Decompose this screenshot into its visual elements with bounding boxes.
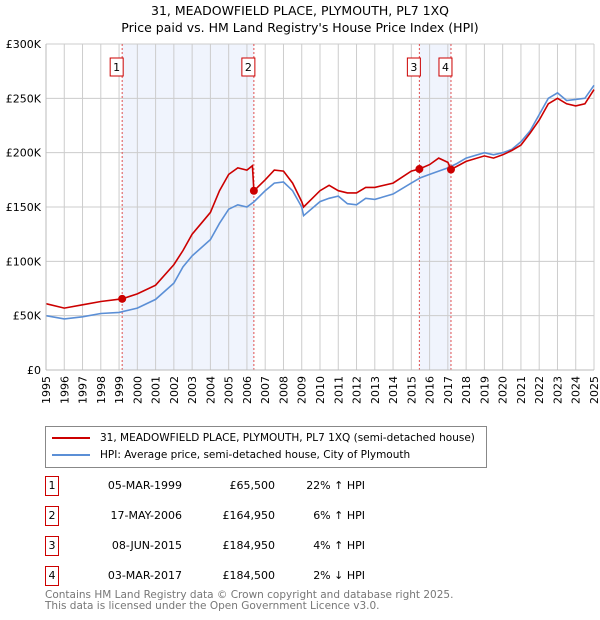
x-tick-label: 2004: [204, 376, 217, 404]
legend-item-hpi: HPI: Average price, semi-detached house,…: [52, 449, 410, 461]
sale-marker-number: 4: [45, 566, 59, 586]
x-tick-label: 2024: [570, 376, 583, 404]
x-tick-label: 2003: [186, 376, 199, 404]
sale-marker-number: 1: [45, 476, 59, 496]
sale-label-box: [241, 57, 256, 77]
sale-label-box: [406, 57, 421, 77]
sale-price: £184,950: [222, 539, 276, 552]
table-row: 1 05-MAR-1999 £65,500 22% ↑ HPI: [45, 476, 445, 496]
x-tick-label: 1998: [95, 376, 108, 404]
sale-point: [446, 165, 455, 174]
sale-date: 17-MAY-2006: [110, 509, 182, 522]
sale-marker-number: 2: [45, 506, 59, 526]
sale-label-box: [438, 57, 453, 77]
sale-label-box: [109, 57, 124, 77]
chart-subtitle: Price paid vs. HM Land Registry's House …: [121, 20, 479, 35]
x-tick-label: 2019: [478, 376, 491, 404]
sale-price: £65,500: [229, 479, 276, 492]
sale-label: 3: [410, 61, 417, 74]
y-tick-label: £50K: [13, 310, 42, 323]
sale-date: 03-MAR-2017: [107, 569, 182, 582]
table-row: 2 17-MAY-2006 £164,950 6% ↑ HPI: [45, 506, 445, 526]
footer: Contains HM Land Registry data © Crown c…: [45, 590, 453, 612]
x-tick-label: 2023: [551, 376, 564, 404]
x-tick-label: 2017: [442, 376, 455, 404]
sale-label: 2: [245, 61, 252, 74]
x-tick-label: 2001: [150, 376, 163, 404]
legend-item-property: 31, MEADOWFIELD PLACE, PLYMOUTH, PL7 1XQ…: [52, 432, 475, 444]
sale-hpi-diff: 4% ↑ HPI: [313, 539, 365, 552]
sale-date: 05-MAR-1999: [107, 479, 182, 492]
x-tick-label: 2018: [460, 376, 473, 404]
x-tick-label: 2014: [387, 376, 400, 404]
y-tick-label: £150K: [6, 201, 42, 214]
sale-price: £164,950: [222, 509, 276, 522]
sale-hpi-diff: 2% ↓ HPI: [313, 569, 365, 582]
x-tick-label: 2022: [533, 376, 546, 404]
hpi-series-line: [45, 84, 595, 320]
y-tick-label: £300K: [6, 38, 42, 51]
sale-hpi-diff: 22% ↑ HPI: [306, 479, 365, 492]
sale-date: 08-JUN-2015: [111, 539, 182, 552]
property-series-line: [45, 89, 595, 309]
x-tick-label: 2000: [131, 376, 144, 404]
x-tick-label: 1997: [77, 376, 90, 404]
sale-hpi-diff: 6% ↑ HPI: [313, 509, 365, 522]
y-tick-label: £100K: [6, 255, 42, 268]
legend-label: HPI: Average price, semi-detached house,…: [100, 449, 411, 461]
x-tick-label: 1999: [113, 376, 126, 404]
legend-label: 31, MEADOWFIELD PLACE, PLYMOUTH, PL7 1XQ…: [100, 432, 475, 444]
x-tick-label: 2009: [296, 376, 309, 404]
y-tick-label: £250K: [6, 92, 42, 105]
sale-label: 1: [113, 61, 120, 74]
x-tick-label: 2013: [369, 376, 382, 404]
y-tick-label: £200K: [6, 147, 42, 160]
price-chart: 1995 1996 1997 1998 1999 2000 2001 2002 2003 2004…: [6, 38, 600, 404]
x-tick-label: 2012: [351, 376, 364, 404]
x-tick-label: 2021: [515, 376, 528, 404]
sale-point: [415, 165, 424, 174]
chart-title: 31, MEADOWFIELD PLACE, PLYMOUTH, PL7 1XQ: [151, 3, 449, 18]
table-row: 4 03-MAR-2017 £184,500 2% ↓ HPI: [45, 566, 445, 586]
x-tick-label: 1996: [58, 376, 71, 404]
x-tick-label: 1995: [40, 376, 53, 404]
x-tick-label: 2025: [588, 376, 600, 404]
sale-point: [249, 186, 258, 195]
footer-licence: This data is licensed under the Open Gov…: [45, 600, 380, 612]
x-tick-label: 2010: [314, 376, 327, 404]
x-tick-label: 2011: [332, 376, 345, 404]
footer-copyright: Contains HM Land Registry data © Crown c…: [45, 589, 454, 601]
legend-swatch-blue: [52, 454, 90, 456]
x-tick-label: 2002: [168, 376, 181, 404]
x-tick-label: 2015: [405, 376, 418, 404]
x-tick-label: 2016: [424, 376, 437, 404]
y-tick-label: £0: [27, 364, 41, 377]
sale-point: [118, 294, 127, 303]
sale-marker-number: 3: [45, 536, 59, 556]
x-tick-label: 2020: [497, 376, 510, 404]
x-tick-label: 2005: [223, 376, 236, 404]
sale-label: 4: [442, 61, 449, 74]
legend: 31, MEADOWFIELD PLACE, PLYMOUTH, PL7 1XQ…: [45, 426, 487, 468]
sale-price: £184,500: [222, 569, 276, 582]
legend-swatch-red: [52, 437, 90, 439]
table-row: 3 08-JUN-2015 £184,950 4% ↑ HPI: [45, 536, 445, 556]
x-tick-label: 2008: [277, 376, 290, 404]
x-tick-label: 2006: [241, 376, 254, 404]
x-tick-label: 2007: [259, 376, 272, 404]
